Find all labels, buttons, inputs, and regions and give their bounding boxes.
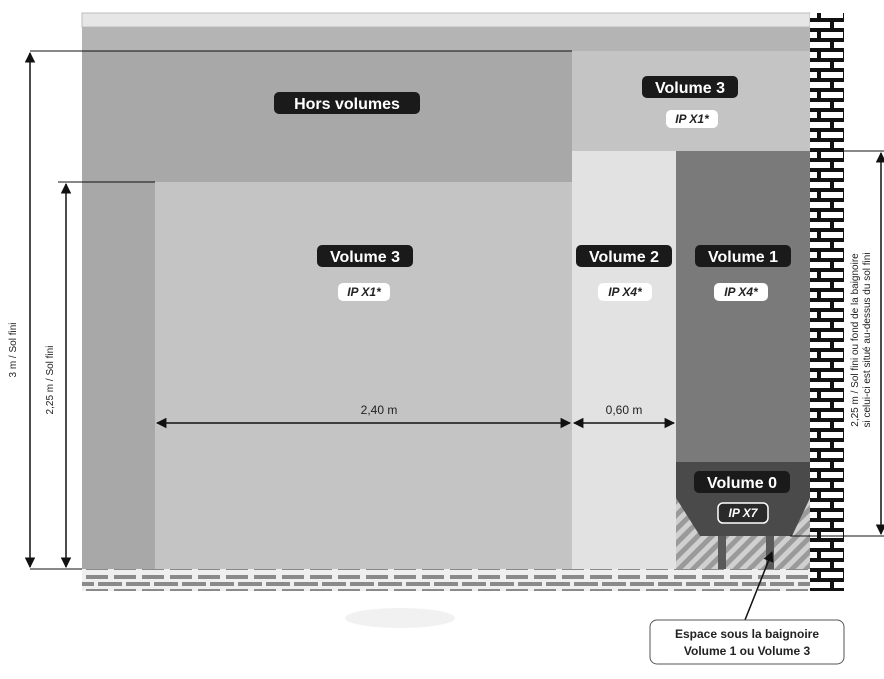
dimension-3m: 3 m / Sol fini (8, 50, 572, 570)
volume1-zone (676, 151, 810, 462)
hors-volumes-side-zone (82, 182, 155, 569)
dimension-240-text: 2,40 m (361, 403, 398, 417)
volume0-label: Volume 0 IP X7 (694, 471, 790, 524)
volume3-main-zone (155, 182, 572, 569)
dimension-225m: 2,25 m / Sol fini (45, 181, 155, 569)
volume2-label: Volume 2 IP X4* (576, 245, 672, 301)
brick-wall (810, 13, 844, 591)
volume1-label: Volume 1 IP X4* (695, 245, 791, 301)
hors-volumes-zone (82, 51, 572, 182)
volume3-main-ip: IP X1* (347, 285, 382, 299)
dimension-225m-bath-line2: si celui-ci est situé au-dessus du sol f… (862, 252, 873, 427)
floor (82, 569, 810, 591)
volume0-text: Volume 0 (707, 475, 777, 492)
volume3-main-label: Volume 3 IP X1* (317, 245, 413, 301)
volume2-zone (572, 151, 676, 569)
dimension-240: 2,40 m (155, 403, 572, 429)
dimension-225m-bath-line1: 2,25 m / Sol fini ou fond de la baignoir… (850, 253, 861, 427)
hors-volumes-text: Hors volumes (294, 96, 400, 113)
hors-volumes-label: Hors volumes (274, 92, 420, 114)
volume3-top-label: Volume 3 IP X1* (642, 76, 738, 128)
volume3-top-text: Volume 3 (655, 80, 725, 97)
volume3-top-zone (572, 51, 810, 151)
under-bath-callout: Espace sous la baignoire Volume 1 ou Vol… (649, 551, 845, 665)
volume1-ip: IP X4* (724, 285, 759, 299)
callout-line2: Volume 1 ou Volume 3 (684, 644, 811, 658)
volume1-text: Volume 1 (708, 249, 778, 266)
ceiling-band (82, 27, 810, 51)
callout-line1: Espace sous la baignoire (675, 627, 819, 641)
volume3-main-text: Volume 3 (330, 249, 400, 266)
volume2-text: Volume 2 (589, 249, 659, 266)
faint-mark (345, 608, 455, 628)
volume0-ip: IP X7 (729, 506, 759, 520)
dimension-3m-text: 3 m / Sol fini (8, 322, 19, 377)
volume2-ip: IP X4* (608, 285, 643, 299)
dimension-060-text: 0,60 m (606, 403, 643, 417)
dimension-225m-bath: 2,25 m / Sol fini ou fond de la baignoir… (790, 150, 884, 537)
bathtub-leg-left (718, 536, 726, 569)
dimension-060: 0,60 m (572, 403, 676, 429)
dimension-225m-text: 2,25 m / Sol fini (45, 346, 56, 415)
volume3-top-ip: IP X1* (675, 112, 710, 126)
ceiling-strip (81, 12, 811, 28)
